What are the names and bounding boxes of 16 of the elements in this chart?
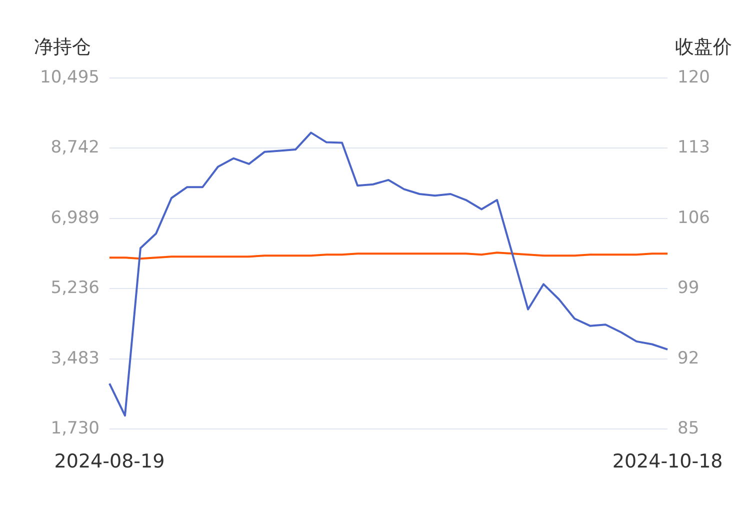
y-tick-label: 6,989	[50, 208, 100, 228]
x-tick-label: 2024-10-18	[612, 450, 723, 473]
y2-tick-label: 106	[678, 208, 710, 228]
y-tick-label: 1,730	[50, 418, 100, 439]
y2-tick-label: 113	[678, 138, 710, 158]
y2-tick-label: 92	[678, 348, 700, 368]
y2-tick-label: 85	[678, 418, 700, 439]
y-tick-label: 3,483	[50, 348, 100, 368]
y-tick-label: 10,495	[40, 67, 100, 88]
x-tick-label: 2024-08-19	[54, 450, 165, 473]
y-axis-title: 净持仓	[34, 35, 91, 60]
y2-tick-label: 99	[678, 278, 700, 298]
y-tick-label: 5,236	[50, 278, 100, 298]
y2-axis-title: 收盘价	[675, 35, 732, 60]
y-tick-label: 8,742	[50, 138, 100, 158]
y2-tick-label: 120	[678, 67, 710, 88]
